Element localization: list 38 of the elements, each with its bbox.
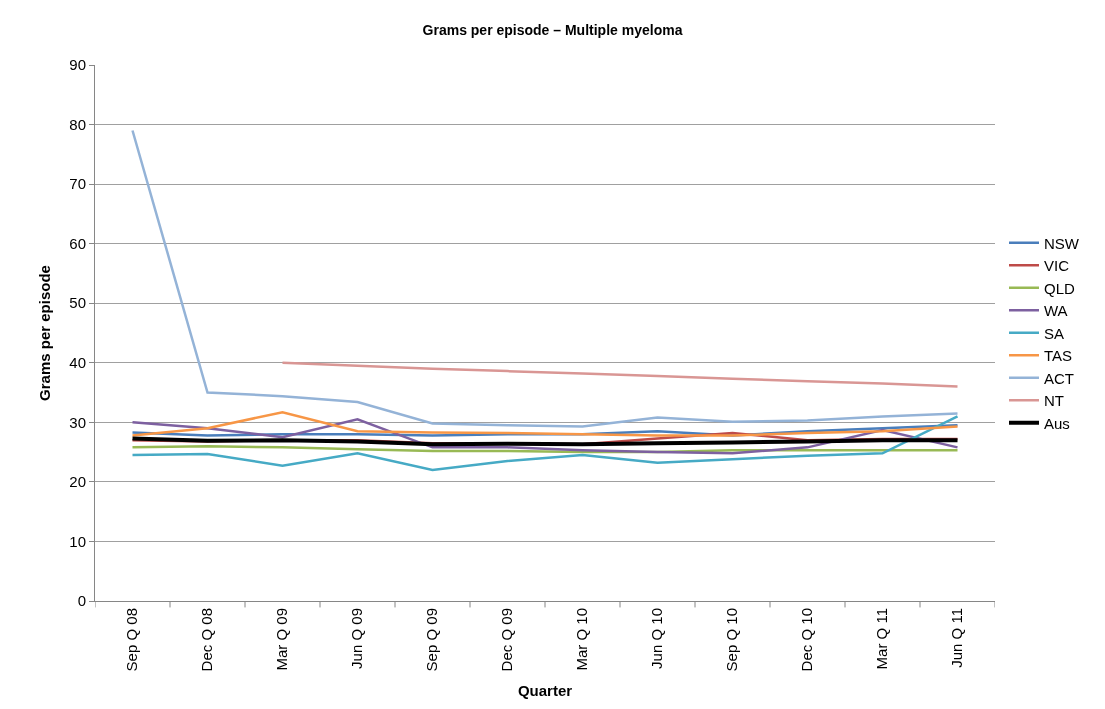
legend-label: WA bbox=[1044, 302, 1068, 320]
x-tick-label: Sep Q 09 bbox=[423, 608, 441, 672]
y-axis-title: Grams per episode bbox=[35, 265, 53, 401]
line-series bbox=[131, 410, 959, 437]
x-tick-label: Dec Q 08 bbox=[198, 608, 216, 672]
x-tick-label: Sep Q 08 bbox=[123, 608, 141, 672]
legend-label: QLD bbox=[1044, 279, 1076, 297]
x-tick-label: Mar Q 09 bbox=[273, 608, 291, 671]
chart-title: Grams per episode – Multiple myeloma bbox=[422, 21, 683, 38]
y-tick-label: 20 bbox=[69, 473, 86, 491]
x-axis-title: Quarter bbox=[517, 682, 573, 700]
legend-label: NSW bbox=[1044, 234, 1080, 252]
y-tick-label: 70 bbox=[69, 175, 86, 193]
y-tick-label: 80 bbox=[69, 115, 86, 133]
y-tick-label: 40 bbox=[69, 354, 86, 372]
x-tick-label: Mar Q 11 bbox=[873, 608, 891, 670]
x-tick-label: Sep Q 10 bbox=[723, 608, 741, 672]
line-series bbox=[131, 415, 959, 472]
y-tick-label: 0 bbox=[77, 592, 86, 610]
x-tick-label: Dec Q 09 bbox=[498, 608, 516, 672]
x-tick-label: Dec Q 10 bbox=[798, 608, 816, 672]
y-tick-label: 60 bbox=[69, 234, 86, 252]
x-tick-label: Jun Q 11 bbox=[948, 608, 966, 668]
x-tick-label: Jun Q 10 bbox=[648, 608, 666, 669]
legend-label: VIC bbox=[1044, 257, 1070, 275]
y-tick-label: 30 bbox=[69, 413, 86, 431]
legend-label: Aus bbox=[1044, 414, 1070, 432]
line-series bbox=[281, 361, 959, 388]
x-tick-label: Jun Q 09 bbox=[348, 608, 366, 669]
legend-label: ACT bbox=[1044, 369, 1074, 387]
y-tick-label: 10 bbox=[69, 532, 86, 550]
y-tick-label: 50 bbox=[69, 294, 86, 312]
y-tick-label: 90 bbox=[69, 56, 86, 74]
legend-label: NT bbox=[1044, 392, 1064, 410]
legend-label: SA bbox=[1044, 324, 1065, 342]
x-tick-label: Mar Q 10 bbox=[573, 608, 591, 671]
legend-label: TAS bbox=[1044, 347, 1073, 365]
line-series bbox=[131, 129, 959, 428]
